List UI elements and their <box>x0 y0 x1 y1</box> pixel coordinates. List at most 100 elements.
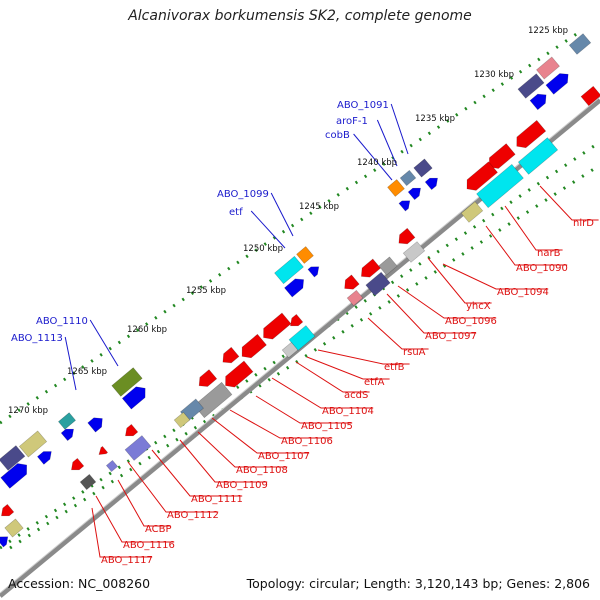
gene-feature <box>263 312 292 340</box>
gene-feature <box>281 341 299 359</box>
gene-feature <box>60 428 74 442</box>
gene-feature <box>4 518 24 538</box>
forward-gene-label: ABO_1113 <box>11 333 63 344</box>
reverse-leader-line <box>91 507 153 558</box>
reverse-gene-label: rsuA <box>403 347 426 358</box>
reverse-leader-line <box>117 479 171 527</box>
reverse-gene-label: ABO_1094 <box>497 287 549 298</box>
gene-feature <box>568 33 592 55</box>
gene-feature <box>18 430 48 458</box>
gene-feature <box>173 411 191 429</box>
forward-leader-line <box>250 210 286 249</box>
forward-leader-line <box>353 133 393 181</box>
reverse-leader-line <box>255 395 353 424</box>
gene-feature <box>71 457 85 471</box>
kbp-tick-label: 1235 kbp <box>415 114 455 124</box>
gene-feature <box>225 360 254 388</box>
forward-gene-label: ABO_1091 <box>337 100 389 111</box>
kbp-tick-label: 1240 kbp <box>357 158 397 168</box>
kbp-tick-label: 1230 kbp <box>474 70 514 80</box>
reverse-leader-line <box>539 185 599 221</box>
gene-feature <box>580 85 600 107</box>
reverse-leader-line <box>397 285 497 319</box>
gene-feature <box>124 435 152 461</box>
reverse-leader-line <box>427 257 492 304</box>
forward-gene-label: ABO_1099 <box>217 189 269 200</box>
reverse-gene-label: ABO_1111 <box>191 494 243 505</box>
gene-feature <box>402 241 426 263</box>
gene-feature <box>290 313 304 327</box>
gene-feature <box>488 143 516 169</box>
reverse-gene-label: ABO_1097 <box>425 331 477 342</box>
forward-gene-label: ABO_1110 <box>36 316 88 327</box>
kbp-tick-label: 1270 kbp <box>8 406 48 416</box>
reverse-leader-line <box>127 461 219 513</box>
reverse-leader-line <box>295 361 370 393</box>
reverse-gene-label: ABO_1108 <box>236 465 288 476</box>
gene-feature <box>346 289 364 307</box>
reverse-gene-label: yhcX <box>466 301 491 312</box>
gene-feature <box>398 227 416 245</box>
forward-leader-line <box>270 192 294 237</box>
kbp-tick-label: 1225 kbp <box>528 26 568 36</box>
reverse-leader-line <box>317 349 410 365</box>
map-title: Alcanivorax borkumensis SK2, complete ge… <box>128 8 472 24</box>
reverse-gene-label: narB <box>537 248 561 259</box>
reverse-gene-label: ABO_1112 <box>167 510 219 521</box>
label-leader-lines <box>64 103 599 558</box>
reverse-leader-line <box>151 449 243 497</box>
gene-feature <box>378 256 398 276</box>
reverse-leader-line <box>197 431 288 468</box>
gene-feature <box>307 266 320 278</box>
gene-feature <box>87 417 103 433</box>
gene-feature <box>424 177 438 191</box>
forward-leader-line <box>376 119 398 167</box>
gene-feature <box>361 258 381 278</box>
gene-feature <box>460 201 484 223</box>
reverse-leader-line <box>386 293 477 334</box>
reverse-gene-label: ABO_1090 <box>516 263 568 274</box>
forward-gene-label: aroF-1 <box>336 116 368 127</box>
reverse-gene-label: ABO_1104 <box>322 406 374 417</box>
kbp-tick-labels: 1225 kbp 1230 kbp 1235 kbp 1240 kbp 1245 kbp… <box>8 26 568 416</box>
accession-text: Accession: NC_008260 <box>8 576 151 591</box>
gene-feature <box>466 161 498 191</box>
gene-feature <box>516 119 547 149</box>
reverse-gene-label: ABO_1106 <box>281 436 333 447</box>
reverse-leader-line <box>211 417 310 454</box>
gene-feature <box>58 412 76 430</box>
reverse-leader-line <box>179 439 268 483</box>
gene-feature <box>398 200 411 212</box>
reverse-leader-line <box>229 409 333 439</box>
reverse-leader-line <box>306 356 390 380</box>
gene-feature <box>79 473 97 491</box>
reverse-gene-label: etfA <box>364 377 385 388</box>
reverse-leader-line <box>367 317 429 350</box>
gene-feature <box>241 333 267 359</box>
reverse-gene-label: ABO_1107 <box>258 451 310 462</box>
reverse-leader-line <box>442 263 549 290</box>
gene-feature <box>274 255 304 285</box>
gene-feature <box>517 73 545 99</box>
gene-feature <box>476 163 524 209</box>
reverse-leader-line <box>271 377 374 409</box>
gene-feature <box>222 346 240 364</box>
gene-feature <box>193 381 233 419</box>
gene-feature <box>344 274 360 290</box>
gene-feature <box>284 278 304 298</box>
forward-leader-line <box>89 319 119 367</box>
reverse-leader-line <box>485 225 568 266</box>
gene-features <box>0 33 600 548</box>
reverse-gene-label: nirD <box>573 218 594 229</box>
reverse-leader-line <box>504 205 563 251</box>
forward-leader-line <box>390 103 409 155</box>
reverse-gene-label: ABO_1116 <box>123 540 175 551</box>
reverse-gene-label: etfB <box>384 362 405 373</box>
reverse-gene-label: ABO_1109 <box>216 480 268 491</box>
gene-feature <box>98 445 109 455</box>
kbp-tick-label: 1265 kbp <box>67 367 107 377</box>
gene-feature <box>365 271 391 297</box>
gene-feature <box>296 246 314 264</box>
